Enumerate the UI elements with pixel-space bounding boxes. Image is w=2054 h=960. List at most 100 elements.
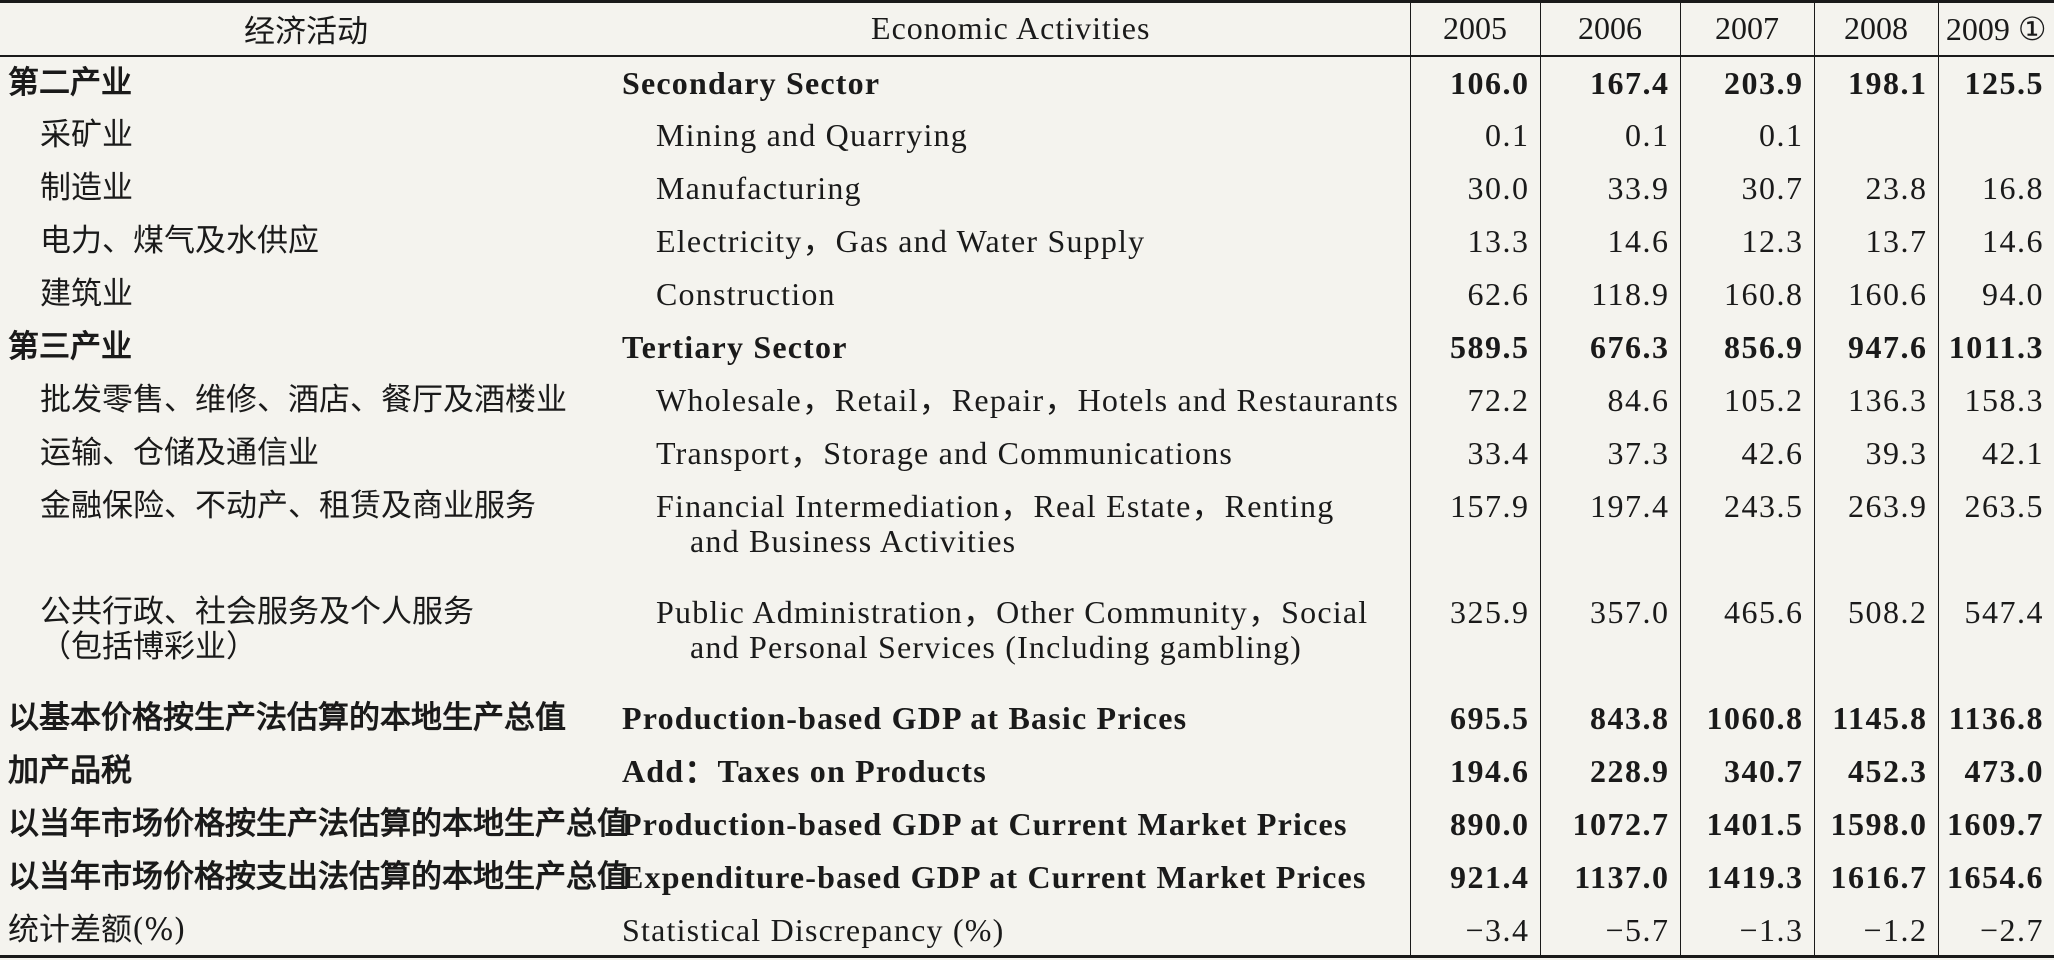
cell-2009: 1609.7	[1937, 797, 2054, 851]
cell-2007: 1060.8	[1679, 691, 1814, 745]
cell-2008: 1598.0	[1813, 797, 1938, 851]
table-row: 以当年市场价格按生产法估算的本地生产总值 Production-based GD…	[0, 797, 2054, 851]
cell-2009: 1654.6	[1937, 850, 2054, 904]
cell-2005: 72.2	[1409, 373, 1540, 427]
row-label-zh: 第二产业	[8, 64, 132, 101]
table-row: 以当年市场价格按支出法估算的本地生产总值 Expenditure-based G…	[0, 850, 2054, 904]
row-label-en-line-2: and Personal Services (Including gamblin…	[690, 628, 1303, 665]
row-label-zh-line-1: 公共行政、社会服务及个人服务	[40, 593, 474, 630]
cell-2008	[1813, 108, 1938, 162]
cell-2007: 1401.5	[1679, 797, 1814, 851]
cell-2005: 921.4	[1409, 850, 1540, 904]
cell-2006: 676.3	[1539, 320, 1680, 374]
row-label-en-line-2: and Business Activities	[690, 522, 1017, 559]
row-label-zh: 制造业	[40, 169, 133, 206]
header-year-2007: 2007	[1679, 0, 1814, 57]
cell-2007: 12.3	[1679, 214, 1814, 268]
row-label-en: Public Administration，Other Community，So…	[612, 586, 1410, 692]
table-row: 第三产业 Tertiary Sector 589.5 676.3 856.9 9…	[0, 320, 2054, 374]
cell-2009	[1937, 108, 2054, 162]
row-label-zh: 电力、煤气及水供应	[40, 222, 319, 259]
cell-2005: 106.0	[1409, 55, 1540, 109]
table-row: 建筑业 Construction 62.6 118.9 160.8 160.6 …	[0, 267, 2054, 321]
cell-2006: 84.6	[1539, 373, 1680, 427]
table-row: 电力、煤气及水供应 Electricity，Gas and Water Supp…	[0, 214, 2054, 268]
cell-2006: −5.7	[1539, 903, 1680, 958]
cell-2008: 13.7	[1813, 214, 1938, 268]
row-label-en: Secondary Sector	[622, 64, 881, 101]
table-row: 采矿业 Mining and Quarrying 0.1 0.1 0.1	[0, 108, 2054, 162]
cell-2005: 157.9	[1409, 479, 1540, 586]
row-label-zh: 加产品税	[8, 752, 132, 789]
row-label-en: Statistical Discrepancy (%)	[612, 903, 1410, 958]
row-label-zh: 金融保险、不动产、租赁及商业服务	[0, 480, 612, 586]
cell-2007: 203.9	[1679, 55, 1814, 109]
table-row: 以基本价格按生产法估算的本地生产总值 Production-based GDP …	[0, 691, 2054, 745]
cell-2005: 13.3	[1409, 214, 1540, 268]
cell-2007: 30.7	[1679, 161, 1814, 215]
cell-2005: 695.5	[1409, 691, 1540, 745]
row-label-zh: 以基本价格按生产法估算的本地生产总值	[8, 699, 566, 736]
cell-2008: 198.1	[1813, 55, 1938, 109]
cell-2006: 197.4	[1539, 479, 1680, 586]
row-label-zh: 统计差额(%)	[0, 903, 612, 958]
cell-2007: −1.3	[1679, 903, 1814, 958]
header-chinese-activity: 经济活动	[0, 0, 612, 57]
row-label-zh: 以当年市场价格按生产法估算的本地生产总值	[8, 805, 628, 842]
row-label-en-line-1: Financial Intermediation，Real Estate，Ren…	[656, 487, 1335, 524]
cell-2009: −2.7	[1937, 903, 2054, 958]
cell-2005: 62.6	[1409, 267, 1540, 321]
table-row: 金融保险、不动产、租赁及商业服务 Financial Intermediatio…	[0, 479, 2054, 586]
cell-2005: 325.9	[1409, 585, 1540, 692]
row-label-en: Add：Taxes on Products	[622, 752, 987, 789]
cell-2006: 0.1	[1539, 108, 1680, 162]
cell-2009: 125.5	[1937, 55, 2054, 109]
table-row: 统计差额(%) Statistical Discrepancy (%) −3.4…	[0, 903, 2054, 958]
table-row: 公共行政、社会服务及个人服务 （包括博彩业） Public Administra…	[0, 585, 2054, 692]
row-label-en: Expenditure-based GDP at Current Market …	[622, 858, 1367, 895]
header-row: 经济活动 Economic Activities 2005 2006 2007 …	[0, 0, 2054, 57]
header-english-activity: Economic Activities	[612, 0, 1410, 57]
row-label-en: Tertiary Sector	[622, 328, 848, 365]
cell-2006: 1072.7	[1539, 797, 1680, 851]
cell-2007: 1419.3	[1679, 850, 1814, 904]
header-year-2009: 2009 ①	[1937, 0, 2054, 57]
cell-2006: 167.4	[1539, 55, 1680, 109]
table-row: 加产品税 Add：Taxes on Products 194.6 228.9 3…	[0, 744, 2054, 798]
cell-2007: 465.6	[1679, 585, 1814, 692]
row-label-zh: 以当年市场价格按支出法估算的本地生产总值	[8, 858, 628, 895]
cell-2005: 890.0	[1409, 797, 1540, 851]
row-label-zh-line-2: （包括博彩业）	[40, 628, 257, 665]
cell-2007: 0.1	[1679, 108, 1814, 162]
cell-2006: 14.6	[1539, 214, 1680, 268]
row-label-en: Electricity，Gas and Water Supply	[656, 222, 1146, 259]
cell-2005: 589.5	[1409, 320, 1540, 374]
cell-2005: 30.0	[1409, 161, 1540, 215]
cell-2009: 14.6	[1937, 214, 2054, 268]
cell-2009: 1136.8	[1937, 691, 2054, 745]
row-label-zh: 批发零售、维修、酒店、餐厅及酒楼业	[40, 381, 567, 418]
cell-2006: 1137.0	[1539, 850, 1680, 904]
cell-2009: 473.0	[1937, 744, 2054, 798]
row-label-en: Wholesale，Retail，Repair，Hotels and Resta…	[656, 381, 1400, 418]
cell-2005: −3.4	[1409, 903, 1540, 958]
table-row: 批发零售、维修、酒店、餐厅及酒楼业 Wholesale，Retail，Repai…	[0, 373, 2054, 427]
cell-2006: 228.9	[1539, 744, 1680, 798]
row-label-zh: 第三产业	[8, 328, 132, 365]
cell-2008: 39.3	[1813, 426, 1938, 480]
table-row: 第二产业 Secondary Sector 106.0 167.4 203.9 …	[0, 55, 2054, 109]
cell-2005: 33.4	[1409, 426, 1540, 480]
cell-2009: 16.8	[1937, 161, 2054, 215]
cell-2006: 37.3	[1539, 426, 1680, 480]
row-label-en: Production-based GDP at Current Market P…	[622, 805, 1348, 842]
cell-2007: 856.9	[1679, 320, 1814, 374]
row-label-en: Mining and Quarrying	[656, 116, 968, 153]
cell-2006: 118.9	[1539, 267, 1680, 321]
cell-2008: 508.2	[1813, 585, 1938, 692]
cell-2007: 42.6	[1679, 426, 1814, 480]
cell-2007: 340.7	[1679, 744, 1814, 798]
row-label-zh: 公共行政、社会服务及个人服务 （包括博彩业）	[0, 586, 612, 692]
row-label-en: Financial Intermediation，Real Estate，Ren…	[612, 480, 1410, 586]
